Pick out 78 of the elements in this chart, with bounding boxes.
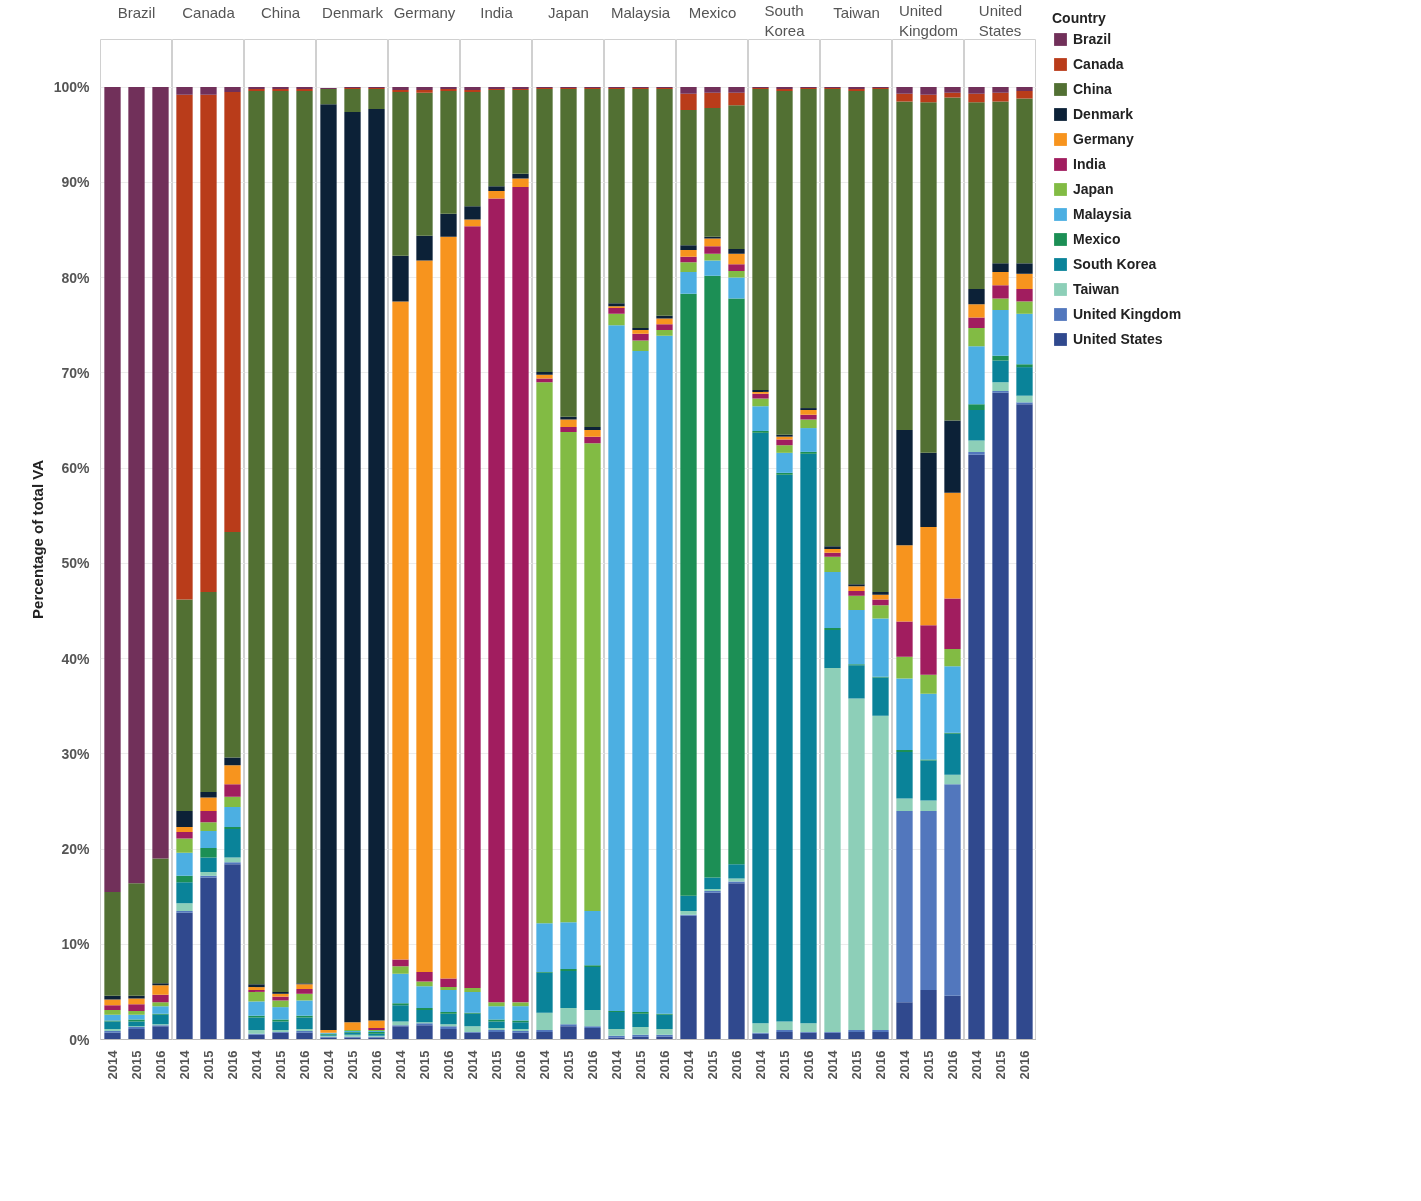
y-tick-label: 80% bbox=[61, 269, 91, 286]
chart-title: Denmark bbox=[322, 3, 384, 21]
y-tick-label: 50% bbox=[61, 555, 91, 572]
legend-label: United Kingdom bbox=[1073, 306, 1182, 322]
chart-title: Taiwan bbox=[833, 3, 880, 21]
x-tick-label: 2014 bbox=[249, 1049, 264, 1080]
x-tick-label: 2015 bbox=[705, 1050, 720, 1080]
y-tick-label: 70% bbox=[61, 364, 91, 381]
legend-label: South Korea bbox=[1073, 256, 1157, 272]
x-tick-label: 2015 bbox=[201, 1050, 216, 1080]
y-tick-label: 0% bbox=[69, 1031, 91, 1048]
legend-label: Canada bbox=[1073, 56, 1124, 72]
x-tick-label: 2014 bbox=[609, 1049, 624, 1080]
x-tick-label: 2014 bbox=[105, 1049, 120, 1080]
x-tick-label: 2014 bbox=[393, 1049, 408, 1080]
x-tick-label: 2016 bbox=[801, 1050, 816, 1080]
x-tick-label: 2016 bbox=[297, 1050, 312, 1080]
chart-title: Mexico bbox=[688, 3, 737, 21]
x-tick-label: 2016 bbox=[1017, 1050, 1032, 1080]
x-tick-label: 2014 bbox=[465, 1049, 480, 1080]
x-tick-label: 2016 bbox=[873, 1050, 888, 1080]
legend-label: United States bbox=[1073, 331, 1163, 347]
legend-label: Taiwan bbox=[1073, 281, 1120, 297]
x-tick-label: 2015 bbox=[489, 1050, 504, 1080]
x-tick-label: 2016 bbox=[225, 1050, 240, 1080]
x-tick-label: 2016 bbox=[441, 1050, 456, 1080]
x-tick-label: 2014 bbox=[321, 1049, 336, 1080]
y-tick-label: 40% bbox=[61, 650, 91, 667]
x-tick-label: 2016 bbox=[657, 1050, 672, 1080]
legend-label: Malaysia bbox=[1073, 206, 1132, 222]
chart-title: Canada bbox=[182, 3, 236, 21]
chart-title: Germany bbox=[393, 3, 456, 21]
x-tick-label: 2014 bbox=[753, 1049, 768, 1080]
y-tick-label: 60% bbox=[61, 460, 91, 477]
x-tick-label: 2015 bbox=[993, 1050, 1008, 1080]
x-tick-label: 2016 bbox=[513, 1050, 528, 1080]
chart-title: India bbox=[480, 3, 514, 21]
x-tick-label: 2016 bbox=[585, 1050, 600, 1080]
legend-label: India bbox=[1073, 156, 1106, 172]
x-tick-label: 2015 bbox=[777, 1050, 792, 1080]
y-tick-label: 30% bbox=[61, 745, 91, 762]
y-tick-label: 90% bbox=[61, 174, 91, 191]
x-tick-label: 2014 bbox=[177, 1049, 192, 1080]
y-axis-title: Percentage of total VA bbox=[28, 459, 46, 619]
x-tick-label: 2014 bbox=[537, 1049, 552, 1080]
x-tick-label: 2016 bbox=[369, 1050, 384, 1080]
legend-label: Brazil bbox=[1073, 31, 1112, 47]
legend-title: Country bbox=[1052, 10, 1107, 26]
x-tick-label: 2015 bbox=[417, 1050, 432, 1080]
chart-title: South Korea bbox=[764, 2, 806, 40]
legend-label: Mexico bbox=[1073, 231, 1121, 247]
x-tick-label: 2016 bbox=[153, 1050, 168, 1080]
chart-title: China bbox=[260, 3, 301, 21]
legend-label: China bbox=[1073, 81, 1112, 97]
x-tick-label: 2015 bbox=[345, 1050, 360, 1080]
x-tick-label: 2015 bbox=[849, 1050, 864, 1080]
legend-label: Japan bbox=[1073, 181, 1114, 197]
chart-title: Malaysia bbox=[610, 3, 671, 21]
y-tick-label: 10% bbox=[61, 936, 91, 953]
x-tick-label: 2014 bbox=[897, 1049, 912, 1080]
x-tick-label: 2015 bbox=[633, 1050, 648, 1080]
chart-title: United Kingdom bbox=[898, 2, 959, 40]
y-tick-label: 20% bbox=[61, 841, 91, 858]
x-tick-label: 2015 bbox=[129, 1050, 144, 1080]
y-tick-label: 100% bbox=[53, 79, 91, 96]
legend-label: Denmark bbox=[1073, 106, 1133, 122]
legend-label: Germany bbox=[1073, 131, 1134, 147]
x-tick-label: 2014 bbox=[681, 1049, 696, 1080]
chart-title: United States bbox=[978, 2, 1023, 40]
x-tick-label: 2015 bbox=[273, 1050, 288, 1080]
chart-title: Brazil bbox=[117, 3, 156, 21]
x-tick-label: 2016 bbox=[729, 1050, 744, 1080]
x-tick-label: 2014 bbox=[969, 1049, 984, 1080]
x-tick-label: 2015 bbox=[921, 1050, 936, 1080]
chart-title: Japan bbox=[548, 3, 589, 21]
x-tick-label: 2014 bbox=[825, 1049, 840, 1080]
x-tick-label: 2015 bbox=[561, 1050, 576, 1080]
x-tick-label: 2016 bbox=[945, 1050, 960, 1080]
